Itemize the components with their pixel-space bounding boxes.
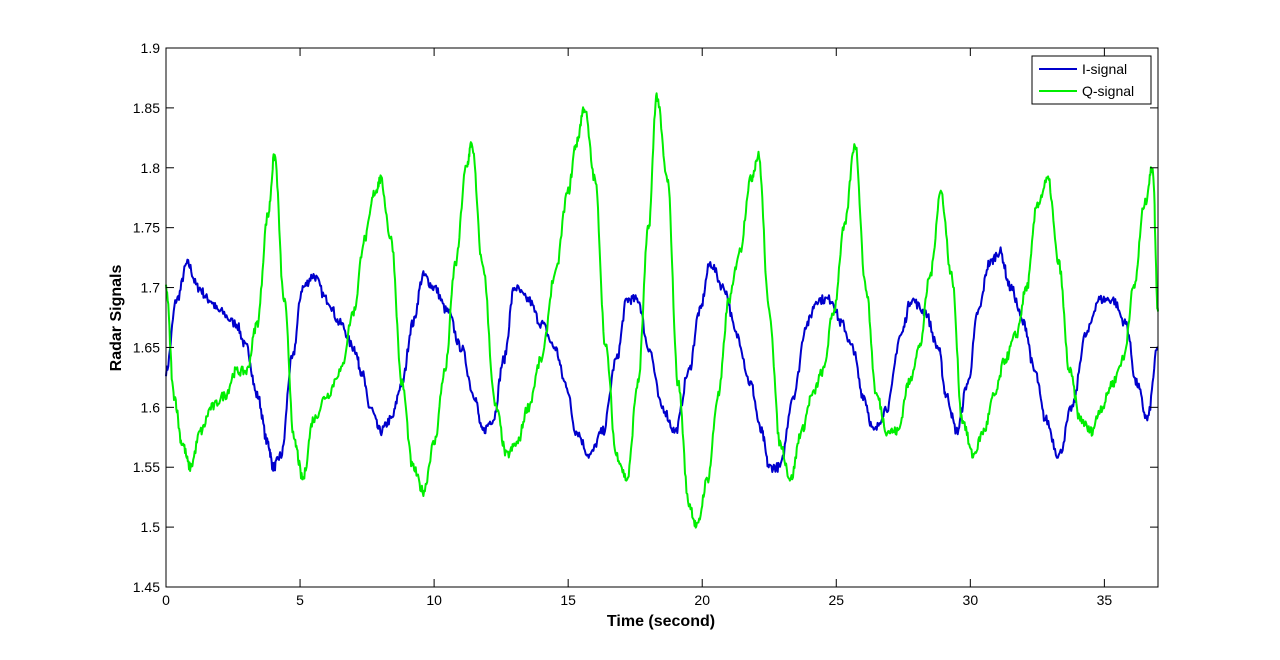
y-tick-label: 1.9 xyxy=(141,40,161,56)
x-tick-label: 15 xyxy=(560,592,576,608)
y-tick-label: 1.5 xyxy=(141,519,161,535)
x-tick-label: 30 xyxy=(963,592,979,608)
legend-box xyxy=(1031,55,1152,105)
y-tick-label: 1.7 xyxy=(141,280,161,296)
series-layer xyxy=(165,92,1159,529)
x-tick-label: 5 xyxy=(296,592,304,608)
y-tick-label: 1.85 xyxy=(133,100,160,116)
x-tick-label: 0 xyxy=(162,592,170,608)
axes-layer: 0 5 10 15 20 25 30 35 1.45 1.5 1.55 1.6 1.65 1.7 1.75 1… xyxy=(133,40,1159,608)
x-tick-label: 35 xyxy=(1097,592,1113,608)
y-tick-label: 1.8 xyxy=(141,160,161,176)
legend-label-i-signal: I-signal xyxy=(1082,61,1127,77)
x-tick-label: 10 xyxy=(426,592,442,608)
series-line-q-signal xyxy=(165,92,1159,529)
y-tick-label: 1.45 xyxy=(133,579,160,595)
legend: I-signal Q-signal xyxy=(1031,55,1152,105)
y-tick-label: 1.6 xyxy=(141,399,161,415)
x-tick-label: 25 xyxy=(828,592,844,608)
axes-frame xyxy=(165,47,1159,588)
x-axis-label: Time (second) xyxy=(607,613,715,630)
x-tick-label: 20 xyxy=(694,592,710,608)
y-tick-label: 1.65 xyxy=(133,339,160,355)
y-axis-label: Radar Signals xyxy=(108,265,125,372)
y-tick-label: 1.75 xyxy=(133,220,160,236)
y-tick-label: 1.55 xyxy=(133,459,160,475)
series-line-i-signal xyxy=(165,246,1159,473)
legend-label-q-signal: Q-signal xyxy=(1082,83,1134,99)
